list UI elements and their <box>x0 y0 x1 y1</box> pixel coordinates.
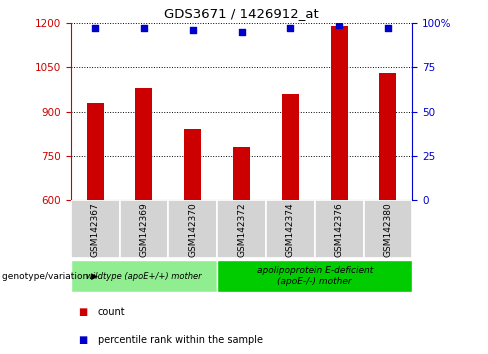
Bar <box>87 103 104 200</box>
Text: genotype/variation ▶: genotype/variation ▶ <box>2 272 99 281</box>
Bar <box>315 200 364 258</box>
Text: GSM142374: GSM142374 <box>286 202 295 257</box>
Bar <box>217 200 266 258</box>
Text: ■: ■ <box>79 307 87 316</box>
Text: apolipoprotein E-deficient
(apoE-/-) mother: apolipoprotein E-deficient (apoE-/-) mot… <box>257 267 373 286</box>
Point <box>91 25 99 31</box>
Point <box>335 22 343 28</box>
Bar <box>168 200 217 258</box>
Text: GSM142372: GSM142372 <box>237 202 246 257</box>
Text: GSM142369: GSM142369 <box>140 202 148 257</box>
Bar <box>364 200 412 258</box>
Text: count: count <box>98 307 125 316</box>
Text: GSM142376: GSM142376 <box>335 202 344 257</box>
Text: wildtype (apoE+/+) mother: wildtype (apoE+/+) mother <box>86 272 202 281</box>
Bar <box>71 260 217 292</box>
Text: GSM142380: GSM142380 <box>384 202 392 257</box>
Point <box>238 29 245 35</box>
Bar <box>266 200 315 258</box>
Bar <box>71 200 120 258</box>
Point <box>286 25 294 31</box>
Text: GSM142370: GSM142370 <box>188 202 197 257</box>
Bar <box>184 129 201 200</box>
Bar <box>282 94 299 200</box>
Point <box>384 25 392 31</box>
Bar <box>120 200 168 258</box>
Text: percentile rank within the sample: percentile rank within the sample <box>98 335 263 345</box>
Title: GDS3671 / 1426912_at: GDS3671 / 1426912_at <box>164 7 319 21</box>
Bar <box>217 260 412 292</box>
Bar <box>233 147 250 200</box>
Text: GSM142367: GSM142367 <box>91 202 100 257</box>
Bar <box>135 88 152 200</box>
Text: ■: ■ <box>79 335 87 345</box>
Point <box>140 25 148 31</box>
Point <box>189 27 197 33</box>
Bar <box>380 73 396 200</box>
Bar <box>331 26 347 200</box>
